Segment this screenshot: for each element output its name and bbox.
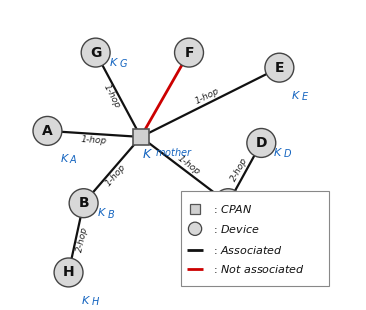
Text: 1-hop: 1-hop [194,86,221,106]
Circle shape [54,258,83,287]
Text: E: E [274,61,284,75]
Text: $\mathit{G}$: $\mathit{G}$ [119,57,128,69]
Text: $\mathit{A}$: $\mathit{A}$ [70,153,78,166]
Text: : $\mathit{CPAN}$: : $\mathit{CPAN}$ [213,203,253,215]
Text: $\mathit{K}$: $\mathit{K}$ [97,206,107,218]
Text: $\mathit{E}$: $\mathit{E}$ [301,90,310,102]
FancyBboxPatch shape [190,204,200,214]
Circle shape [265,53,294,82]
Circle shape [247,128,276,157]
Text: C: C [223,196,233,210]
Text: : $\mathit{Device}$: : $\mathit{Device}$ [213,223,260,235]
Circle shape [33,117,62,145]
Text: : $\mathit{Associated}$: : $\mathit{Associated}$ [213,244,283,256]
Text: 1-hop: 1-hop [104,163,128,188]
Circle shape [69,189,98,218]
Text: $\mathit{H}$: $\mathit{H}$ [90,295,100,307]
Text: $\mathit{K}$: $\mathit{K}$ [109,55,119,68]
Text: 2-hop: 2-hop [75,226,90,253]
Circle shape [81,38,110,67]
Text: $\mathit{B}$: $\mathit{B}$ [107,208,115,220]
Text: 1-hop: 1-hop [81,135,107,146]
FancyBboxPatch shape [182,191,329,286]
Circle shape [214,189,243,218]
Text: F: F [184,46,194,60]
Text: H: H [63,265,74,279]
Text: 1-hop: 1-hop [175,153,202,176]
Text: $\mathit{K}$: $\mathit{K}$ [291,89,302,101]
Text: $\mathit{D}$: $\mathit{D}$ [283,148,292,159]
Text: 2-hop: 2-hop [229,156,249,184]
Text: $\mathit{K}$: $\mathit{K}$ [81,294,91,306]
Text: $\mathit{C}$: $\mathit{C}$ [243,226,251,238]
Text: 1-hop: 1-hop [101,83,122,110]
Text: A: A [42,124,53,138]
Text: $\mathit{mother}$: $\mathit{mother}$ [155,146,193,158]
FancyBboxPatch shape [133,129,149,145]
Circle shape [188,222,202,235]
Text: $\mathit{K}$: $\mathit{K}$ [273,146,283,158]
Text: : $\mathit{Not\ associated}$: : $\mathit{Not\ associated}$ [213,264,305,276]
Text: $\mathit{K}$: $\mathit{K}$ [142,148,153,162]
Text: $\mathit{K}$: $\mathit{K}$ [233,224,243,236]
Text: $\mathit{K}$: $\mathit{K}$ [60,152,70,164]
Text: D: D [255,136,267,150]
Text: B: B [78,196,89,210]
Circle shape [175,38,203,67]
Text: G: G [90,46,101,60]
